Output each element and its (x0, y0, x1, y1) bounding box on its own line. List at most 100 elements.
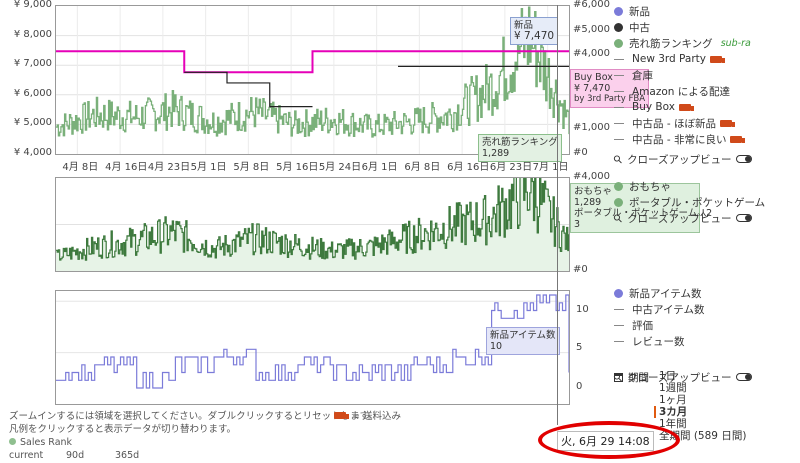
series-area-category (56, 178, 569, 271)
legend-item[interactable]: Amazon による配達 (614, 83, 800, 99)
range-options: 1日 1週間 1ヶ月 3カ月 1年間 全期間 (589 日間) (654, 370, 747, 442)
legend-dash-icon (614, 340, 624, 342)
category-tooltip-subvalue: 3 (574, 219, 581, 230)
offers-tick-label: 10 (576, 303, 589, 315)
category-rank-panel[interactable] (55, 177, 570, 272)
price-tick-label: ¥ 4,000 (13, 147, 52, 158)
offers-chart-panel[interactable] (55, 290, 570, 405)
legend-item[interactable]: 新品 (614, 3, 800, 19)
series-line-rank (56, 6, 569, 138)
legend-dash-icon (614, 106, 624, 108)
sales-rank-label: Sales Rank (20, 437, 73, 448)
legend-item[interactable]: 中古品 - 非常に良い (614, 131, 800, 147)
legend-dash-icon (614, 324, 624, 326)
range-option[interactable]: 1年間 (659, 418, 687, 430)
closeup-label: クローズアップビュー (627, 212, 732, 225)
legend-item-label: 中古品 - 非常に良い (632, 133, 727, 146)
category-tick-label: #4,000 (573, 171, 611, 182)
shipping-note: = 送料込み (334, 408, 401, 422)
legend-item-label: 中古品 - ほぼ新品 (632, 117, 716, 130)
category-tooltip-subcount: 2 (706, 208, 713, 219)
category-tick-label: #0 (573, 264, 588, 275)
offers-chart[interactable] (56, 291, 569, 404)
price-tick-label: ¥ 8,000 (13, 28, 52, 40)
zoom-hint: ズームインするには領域を選択してください。ダブルクリックするとリセットします。 (9, 411, 378, 422)
rank-tick-label: #1,000 (573, 122, 611, 134)
category-tooltip: おもちゃ 1,289 ポータブル・ポケットゲーム ⅄2 3 (570, 183, 712, 233)
legend-item-label: Amazon による配達 (632, 85, 730, 98)
range-label: 期間 (628, 372, 649, 384)
legend-item[interactable]: New 3rd Party (614, 51, 800, 67)
date-tick-label: 5月 1日 (190, 162, 227, 173)
legend-item[interactable]: 中古品 - ほぼ新品 (614, 115, 800, 131)
legend-dot-icon (614, 22, 623, 32)
price-tick-label: ¥ 5,000 (13, 117, 52, 129)
legend-item-label: New 3rd Party (632, 53, 706, 65)
date-tick-label: 6月 23日 (489, 162, 533, 173)
date-tick-label: 6月 16日 (447, 162, 490, 173)
sub-rank-link[interactable]: sub-ra (720, 37, 751, 49)
offers-legend: 新品アイテム数中古アイテム数 評価 レビュー数 ⚲ クローズアップビュー (611, 285, 800, 385)
stats-col-current: current (9, 450, 44, 461)
price-tick-label: ¥ 6,000 (13, 87, 52, 99)
series-line-used (184, 65, 569, 108)
legend-item-label: 中古アイテム数 (632, 303, 705, 316)
toggle-icon[interactable] (735, 373, 752, 381)
highlight-ellipse (538, 421, 680, 459)
toggle-icon[interactable] (735, 155, 752, 163)
legend-item[interactable]: ポータブル・ポケットゲーム (614, 194, 800, 210)
price-chart-panel[interactable] (55, 5, 570, 155)
range-option[interactable]: 全期間 (589 日間) (659, 430, 747, 442)
legend-dot-icon (614, 197, 623, 207)
offers-tick-label: 5 (576, 342, 583, 354)
category-tooltip-sub-label: ポータブル・ポケットゲーム (574, 208, 698, 219)
category-tooltip-label: おもちゃ (574, 186, 613, 197)
closeup-toggle[interactable]: ⚲ クローズアップビュー (611, 210, 800, 226)
legend-item-label: ポータブル・ポケットゲーム (629, 196, 766, 209)
range-option[interactable]: 1ヶ月 (659, 394, 687, 406)
category-tooltip-sub: ポータブル・ポケットゲーム ⅄2 (574, 208, 712, 219)
category-rank-chart[interactable] (56, 178, 569, 271)
legend-dash-icon (614, 308, 624, 310)
sales-rank-dot-icon (9, 438, 16, 445)
legend-item-label: 中古 (629, 21, 650, 34)
legend-dot-icon (614, 288, 623, 298)
date-tick-label: 6月 8日 (404, 162, 441, 173)
legend-item[interactable]: Buy Box (614, 99, 800, 115)
legend-dash-icon (614, 122, 624, 124)
closeup-toggle[interactable]: ⚲ クローズアップビュー (611, 151, 800, 167)
offers-tooltip-value: 10 (490, 341, 503, 352)
calendar-icon (614, 373, 623, 382)
legend-item[interactable]: 中古 (614, 19, 800, 35)
range-option[interactable]: 3カ月 (654, 406, 746, 418)
legend-item[interactable]: 倉庫 (614, 67, 800, 83)
truck-icon (334, 412, 349, 419)
price-chart[interactable] (56, 6, 569, 154)
legend-item[interactable]: レビュー数 (614, 333, 800, 349)
legend-item[interactable]: 売れ筋ランキング sub-ra (614, 35, 800, 51)
legend-item-label: 評価 (632, 319, 653, 332)
new-price-tooltip: 新品 ¥ 7,470 (510, 17, 559, 45)
buybox-tooltip: Buy Box ¥ 7,470 by 3rd Party FBA (570, 69, 650, 108)
toggle-icon[interactable] (735, 214, 752, 222)
series-line-new (56, 50, 569, 74)
rank-tick-label: #4,000 (573, 48, 611, 60)
sales-rank-legend[interactable]: Sales Rank (9, 437, 72, 448)
legend-item[interactable]: 評価 (614, 317, 800, 333)
legend-item-label: 倉庫 (632, 69, 653, 82)
legend-item[interactable]: 中古アイテム数 (614, 301, 800, 317)
legend-item[interactable]: おもちゃ (614, 178, 800, 194)
date-tick-label: 5月 24日 (318, 162, 362, 173)
date-tick-label: 4月 16日 (105, 162, 148, 173)
closeup-toggle[interactable]: ⚲ クローズアップビュー (611, 369, 800, 385)
stats-col-365d: 365d (115, 450, 140, 461)
legend-dash-icon (614, 58, 624, 60)
legend-item[interactable]: 新品アイテム数 (614, 285, 800, 301)
date-tick-label: 5月 8日 (233, 162, 270, 173)
range-option[interactable]: 1日 (659, 370, 677, 382)
category-tooltip-value: 1,289 (574, 197, 602, 208)
legend-item-label: 売れ筋ランキング (629, 37, 713, 50)
truck-icon (719, 119, 735, 127)
range-option[interactable]: 1週間 (659, 382, 687, 394)
category-legend: おもちゃポータブル・ポケットゲーム ⚲ クローズアップビュー (611, 178, 800, 226)
